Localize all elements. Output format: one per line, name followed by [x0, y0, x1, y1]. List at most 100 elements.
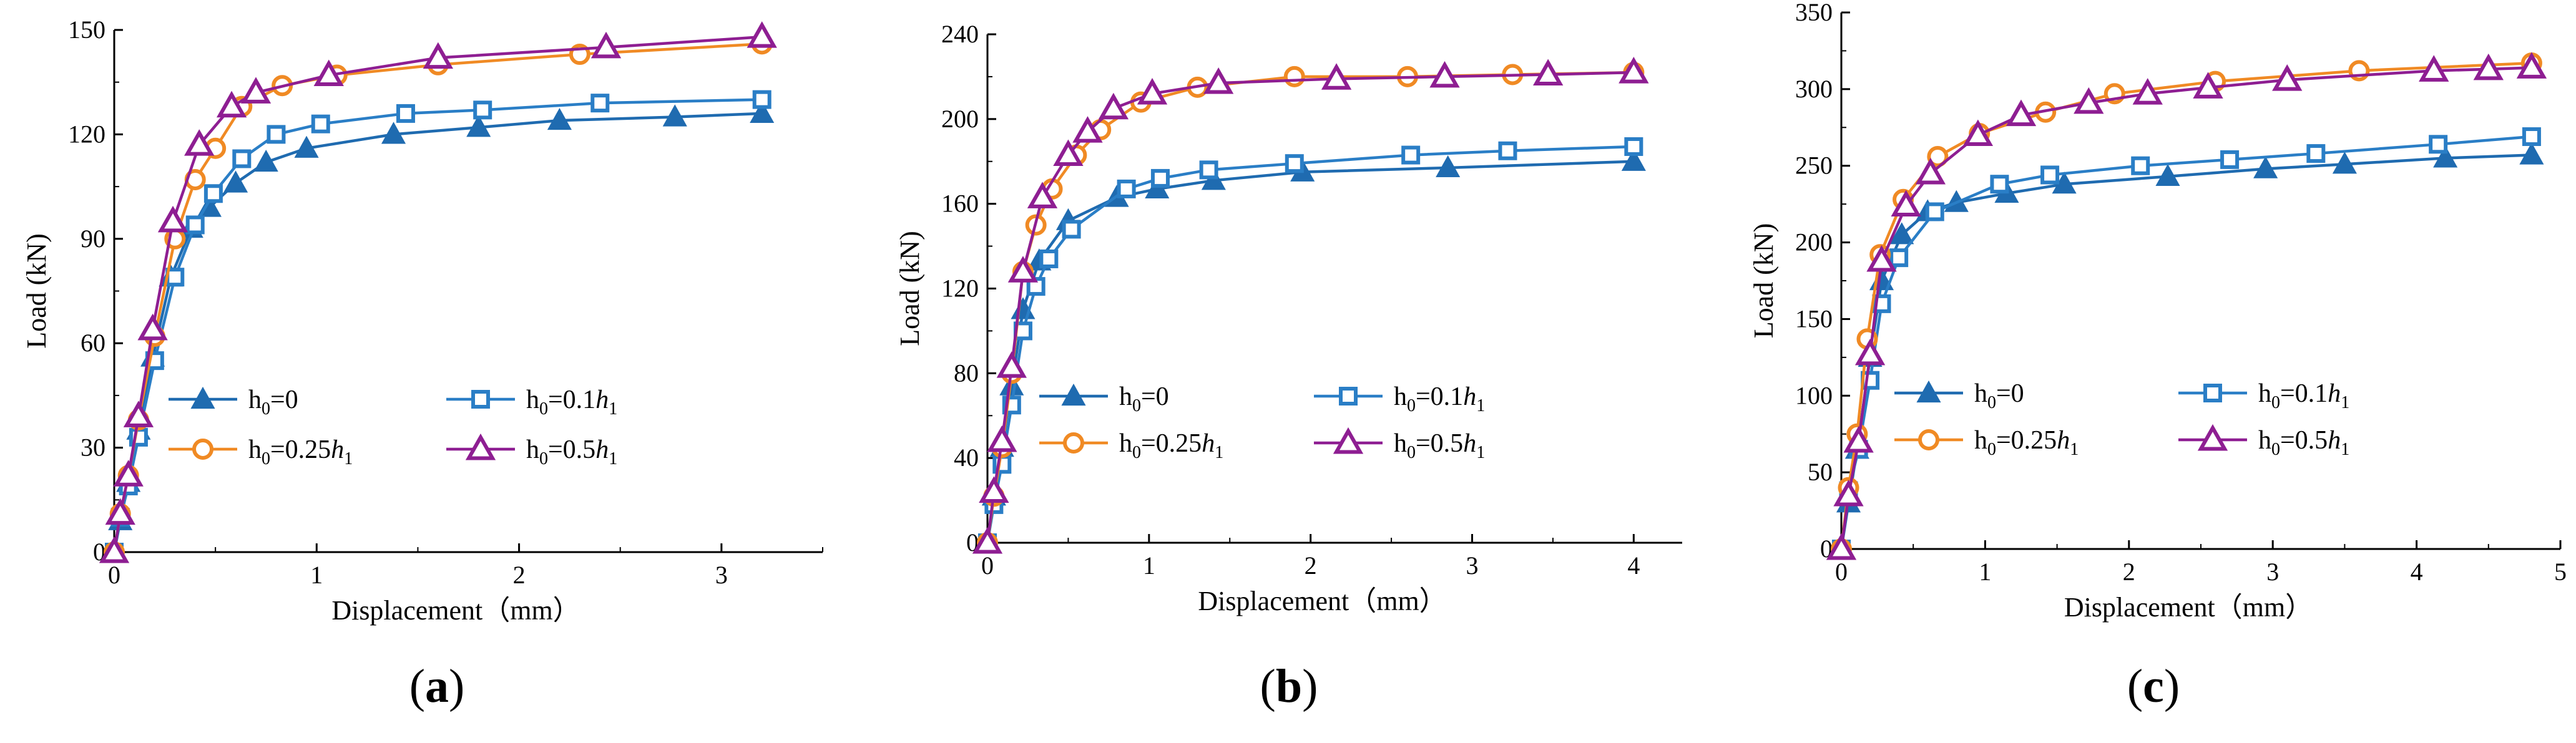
data-point [157, 205, 189, 233]
legend-swatch-marker [1333, 427, 1364, 454]
x-tick-label: 3 [1466, 551, 1479, 580]
legend-text-sub: 0 [1132, 443, 1141, 462]
legend-swatch-marker [1339, 387, 1358, 405]
legend-text-base: h [1974, 379, 1987, 408]
data-point [396, 104, 415, 123]
y-tick-label: 150 [1795, 304, 1833, 333]
chart-panel-b: 0 40 80 120 160 200 240 0 1 2 3 4 Displacement（mm） Lo… [894, 20, 1682, 712]
data-point [2193, 72, 2223, 99]
data-point [747, 21, 777, 48]
data-point [1889, 248, 1909, 268]
data-point [2306, 144, 2326, 163]
legend-swatch-marker [2197, 424, 2228, 451]
data-point [1062, 220, 1081, 239]
series-s4 [1826, 52, 2547, 560]
series-s1 [975, 148, 1646, 553]
legend-swatch-marker [190, 386, 215, 409]
legend-text-sub: 0 [539, 399, 548, 419]
data-point [1621, 148, 1646, 171]
series-s3 [1831, 52, 2542, 560]
legend-entry: h0=0.5h1 [1314, 427, 1485, 462]
legend-text-rest: =0.1 [2280, 379, 2328, 408]
data-point [1053, 139, 1084, 167]
data-point [267, 125, 286, 144]
data-point [1533, 59, 1564, 85]
legend-entry: h0=0.25h1 [1894, 426, 2079, 459]
legend-text-var: h [1463, 429, 1476, 458]
x-tick-label: 4 [2411, 558, 2423, 586]
data-point [2332, 152, 2357, 174]
data-point [1889, 222, 1914, 245]
legend-text-rest: =0.5 [548, 435, 595, 464]
legend-swatch-marker [2203, 384, 2222, 402]
legend-label: h0=0 [248, 386, 298, 419]
legend-text-base: h [248, 435, 262, 464]
legend-label: h0=0.25h1 [1974, 426, 2079, 459]
data-point [2253, 156, 2278, 178]
data-point [1137, 78, 1168, 105]
data-point [979, 476, 1009, 503]
data-point [99, 536, 130, 563]
panel-label-letter: b [1276, 660, 1302, 712]
y-tick-label: 60 [81, 329, 105, 357]
data-point [972, 527, 1003, 554]
data-point [2272, 64, 2303, 91]
x-tick-label: 4 [1627, 551, 1640, 580]
panel-label-letter: a [425, 660, 449, 712]
legend-text-var-sub: 1 [2341, 393, 2349, 412]
legend-entry: h0=0 [1039, 382, 1169, 415]
x-tick-label: 1 [1143, 551, 1155, 580]
data-point [240, 77, 272, 104]
y-tick-label: 40 [954, 444, 979, 472]
legend-text-sub: 0 [2271, 393, 2280, 412]
x-tick-label: 5 [2554, 558, 2567, 586]
x-tick-label: 0 [1835, 558, 1848, 586]
data-point [1283, 66, 1305, 87]
data-point [216, 90, 247, 118]
y-tick-label: 90 [81, 225, 105, 253]
data-point [1619, 57, 1649, 84]
data-point [381, 122, 406, 144]
legend-swatch-marker [1063, 432, 1084, 454]
data-point [1199, 160, 1218, 180]
data-point [2519, 142, 2544, 165]
data-point [129, 427, 148, 447]
y-tick-label: 250 [1795, 152, 1833, 180]
legend-text-sub: 0 [2271, 440, 2280, 459]
series-s2 [978, 137, 1643, 552]
data-point [184, 129, 215, 156]
y-tick-label: 350 [1795, 0, 1833, 26]
legend-text-base: h [248, 386, 262, 414]
y-axis-label: Load (kN) [1748, 223, 1779, 339]
data-point [1436, 155, 1461, 178]
data-point [313, 59, 344, 86]
legend-swatch-marker [1918, 429, 1939, 450]
data-point [311, 114, 330, 134]
data-point [1285, 154, 1304, 173]
legend-entry: h0=0.5h1 [2178, 424, 2349, 459]
legend-label: h0=0.5h1 [2258, 426, 2349, 459]
data-point [2040, 165, 2060, 185]
legend-text-sub: 0 [1987, 393, 1996, 412]
legend-text-var-sub: 1 [2070, 440, 2079, 459]
legend-entry: h0=0 [1894, 379, 2024, 412]
series-line [986, 70, 1634, 543]
data-point [2220, 150, 2240, 169]
series-line [112, 42, 762, 553]
legend-text-var: h [1202, 429, 1215, 458]
series-line [112, 112, 762, 553]
y-tick-label: 240 [941, 20, 979, 48]
data-point [1962, 119, 1994, 147]
panel-label: (c) [2127, 660, 2180, 712]
legend-text-sub: 0 [1132, 396, 1141, 415]
legend-text-var-sub: 1 [1476, 443, 1485, 462]
data-point [1927, 145, 1949, 167]
legend-text-var-sub: 1 [344, 449, 353, 469]
legend-swatch-marker [465, 433, 496, 460]
legend-text-rest: =0.25 [1996, 426, 2057, 455]
x-tick-label: 3 [715, 561, 728, 589]
x-tick-label: 2 [513, 561, 526, 589]
